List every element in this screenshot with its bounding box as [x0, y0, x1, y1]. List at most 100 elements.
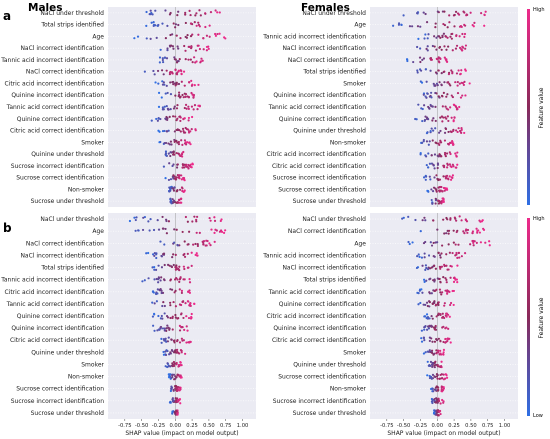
colorbar-top-title: Feature value	[538, 87, 545, 128]
data-point	[210, 228, 213, 231]
data-point	[464, 24, 467, 27]
data-point	[422, 11, 425, 14]
data-point	[426, 350, 429, 353]
data-point	[208, 24, 211, 27]
data-point	[442, 373, 445, 376]
data-point	[214, 32, 217, 36]
data-point	[190, 79, 193, 82]
data-point	[185, 325, 188, 328]
data-point	[434, 71, 438, 74]
x-tick-label: -0.75	[380, 423, 393, 429]
data-point	[443, 56, 446, 59]
data-point	[449, 84, 452, 87]
data-point	[213, 231, 216, 234]
data-point	[220, 230, 224, 233]
data-point	[175, 128, 178, 132]
data-point	[457, 69, 460, 72]
data-point	[425, 140, 429, 143]
data-point	[172, 364, 175, 367]
data-point	[433, 264, 436, 267]
data-point	[435, 174, 438, 177]
data-point	[421, 219, 424, 222]
data-point	[427, 300, 431, 303]
data-point	[449, 141, 452, 144]
data-point	[452, 280, 456, 283]
x-tick-label: -0.50	[397, 423, 410, 429]
data-point	[171, 33, 174, 36]
data-point	[186, 141, 189, 144]
data-point	[431, 139, 434, 142]
data-point	[164, 9, 167, 12]
data-point	[194, 129, 197, 132]
data-point	[438, 96, 441, 99]
data-point	[437, 399, 440, 402]
data-point	[179, 201, 182, 204]
data-point	[433, 409, 436, 412]
data-point	[189, 13, 192, 17]
data-point	[163, 105, 166, 108]
data-point	[446, 340, 449, 343]
feature-label: NaCl under threshold	[302, 10, 366, 17]
data-point	[178, 352, 181, 355]
data-point	[431, 373, 435, 376]
data-point	[169, 197, 172, 200]
data-point	[458, 105, 461, 109]
data-point	[173, 241, 176, 244]
data-point	[439, 339, 442, 342]
data-point	[448, 337, 451, 340]
data-point	[161, 80, 164, 83]
data-point	[175, 166, 179, 169]
data-point	[472, 241, 475, 245]
data-point	[183, 84, 186, 87]
data-point	[164, 154, 168, 157]
data-point	[458, 13, 461, 16]
data-point	[176, 13, 179, 17]
data-point	[452, 303, 455, 307]
data-point	[171, 45, 175, 48]
data-point	[173, 362, 176, 365]
data-point	[189, 130, 192, 133]
data-point	[434, 22, 437, 25]
data-point	[420, 340, 424, 343]
data-point	[426, 49, 429, 52]
data-point	[400, 23, 403, 26]
data-point	[444, 175, 447, 178]
data-point	[160, 69, 164, 72]
data-point	[479, 241, 482, 244]
data-point	[191, 33, 194, 36]
data-point	[443, 153, 447, 156]
data-point	[165, 218, 168, 221]
data-point	[466, 231, 469, 234]
data-point	[186, 220, 189, 223]
data-point	[455, 72, 459, 75]
data-point	[162, 165, 166, 168]
data-point	[425, 163, 428, 167]
data-point	[427, 105, 430, 109]
data-point	[425, 47, 428, 51]
data-point	[440, 72, 443, 75]
data-point	[172, 373, 176, 376]
data-point	[475, 227, 478, 230]
data-point	[162, 301, 165, 304]
data-point	[204, 12, 207, 15]
data-point	[171, 375, 174, 379]
data-point	[424, 303, 427, 306]
data-point	[402, 216, 405, 219]
data-point	[189, 22, 193, 25]
feature-label: Smoker	[343, 349, 366, 356]
data-point	[148, 229, 151, 232]
feature-label: Smoker	[343, 80, 366, 87]
x-axis-label: SHAP value (impact on model output)	[387, 430, 500, 437]
data-point	[439, 57, 442, 61]
data-point	[416, 12, 419, 15]
data-point	[435, 190, 438, 193]
feature-label: Quinine incorrect identification	[273, 92, 366, 99]
data-point	[182, 150, 185, 154]
data-point	[440, 293, 443, 296]
x-axis-label: SHAP value (impact on model output)	[125, 430, 238, 437]
data-point	[182, 164, 185, 167]
data-point	[431, 400, 434, 403]
data-point	[454, 152, 457, 155]
data-point	[160, 337, 163, 340]
data-point	[162, 73, 165, 76]
